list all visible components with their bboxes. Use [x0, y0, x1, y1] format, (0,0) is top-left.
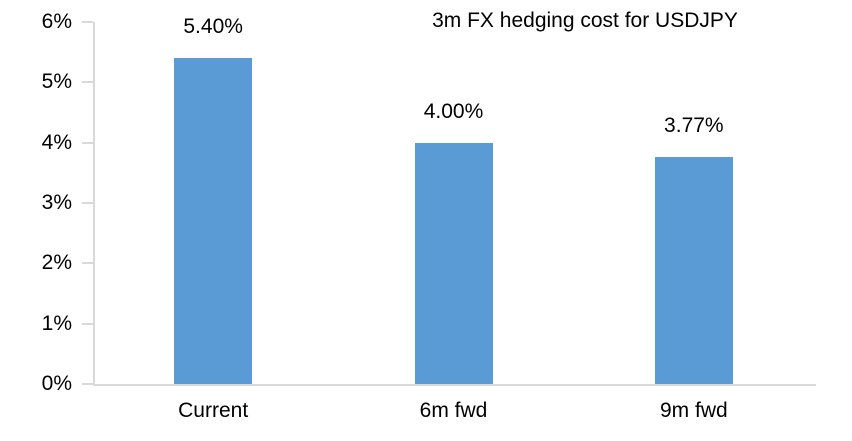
y-axis-label: 6% — [41, 10, 72, 33]
y-axis-tick — [82, 141, 93, 144]
y-axis-label: 3% — [41, 191, 72, 214]
chart-title: 3m FX hedging cost for USDJPY — [432, 9, 738, 32]
y-axis-tick — [82, 21, 93, 23]
y-axis-label: 5% — [41, 70, 72, 94]
plot-area — [93, 22, 816, 386]
y-axis-tick — [82, 81, 93, 84]
bar-value-label: 5.40% — [183, 15, 243, 38]
y-axis-label: 2% — [41, 251, 72, 275]
bar-9m-fwd — [655, 157, 733, 384]
y-axis-tick — [82, 322, 93, 325]
bar-current — [174, 58, 252, 384]
bar-value-label: 3.77% — [664, 114, 724, 137]
y-axis-label: 4% — [41, 130, 72, 154]
x-axis-category-label: 9m fwd — [659, 399, 728, 422]
y-axis-label: 0% — [41, 372, 72, 395]
y-axis-label: 1% — [41, 311, 72, 335]
bar-value-label: 4.00% — [423, 100, 484, 123]
y-axis-tick — [82, 383, 93, 385]
x-axis-category-label: 6m fwd — [419, 399, 488, 422]
y-axis-tick — [82, 202, 93, 204]
y-axis-tick — [82, 262, 93, 265]
x-axis-category-label: Current — [178, 399, 249, 422]
bar-6m-fwd — [415, 143, 493, 384]
